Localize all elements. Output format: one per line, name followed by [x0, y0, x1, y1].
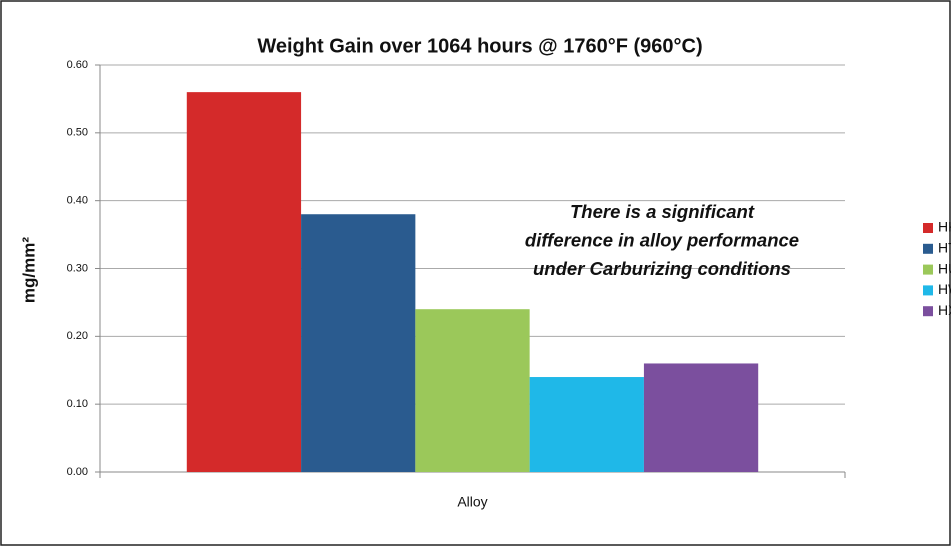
legend-swatch: [923, 306, 933, 317]
legend-swatch: [923, 223, 933, 233]
y-tick-label: 0.50: [67, 127, 88, 139]
bar: [186, 92, 302, 472]
legend-swatch: [923, 264, 933, 275]
bar: [529, 377, 644, 472]
annotation: under Carburizing conditions: [533, 258, 791, 279]
x-axis-label: Alloy: [457, 494, 487, 510]
bar: [415, 309, 530, 472]
y-tick-label: 0.60: [67, 59, 88, 71]
bar: [643, 363, 759, 472]
legend-label: HU: [938, 260, 951, 276]
chart-title: Weight Gain over 1064 hours @ 1760°F (96…: [257, 35, 702, 57]
y-tick-label: 0.20: [67, 330, 88, 342]
legend-label: HX: [938, 302, 951, 318]
y-tick-label: 0.30: [67, 262, 88, 274]
legend-swatch: [923, 285, 933, 296]
y-tick-label: 0.40: [67, 195, 88, 207]
legend-label: HW: [938, 281, 951, 297]
legend-swatch: [923, 243, 933, 254]
y-tick-label: 0.10: [67, 398, 88, 410]
y-axis-label: mg/mm²: [19, 237, 38, 303]
legend-label: HT: [938, 240, 951, 256]
annotation: There is a significant: [570, 201, 755, 222]
y-tick-label: 0.00: [67, 466, 88, 478]
bar: [301, 214, 416, 472]
annotation: difference in alloy performance: [525, 229, 799, 250]
legend-label: HK: [938, 219, 951, 235]
